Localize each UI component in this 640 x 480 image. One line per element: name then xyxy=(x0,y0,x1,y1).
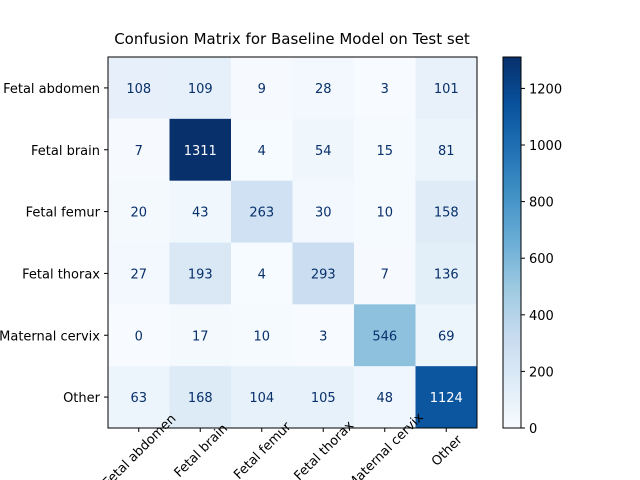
cell xyxy=(292,304,355,367)
cell xyxy=(415,57,478,120)
chart-title: Confusion Matrix for Baseline Model on T… xyxy=(114,30,470,48)
cell-label: 10 xyxy=(376,206,393,221)
cell-label: 101 xyxy=(434,82,459,97)
cell-label: 105 xyxy=(311,391,336,406)
cell xyxy=(169,366,232,429)
cell xyxy=(415,242,478,305)
cell-label: 27 xyxy=(130,267,147,282)
colorbar-tick-label: 800 xyxy=(529,196,554,211)
cell xyxy=(231,118,293,182)
cell xyxy=(354,304,416,367)
cell xyxy=(354,118,416,182)
cell-label: 263 xyxy=(249,206,274,221)
cell-label: 136 xyxy=(434,267,459,282)
cell-label: 30 xyxy=(315,206,332,221)
cell xyxy=(354,242,416,305)
cell xyxy=(354,366,416,429)
cell xyxy=(415,118,478,182)
y-tick-label: Fetal abdomen xyxy=(3,82,100,97)
cell-label: 158 xyxy=(434,206,459,221)
x-tick-label: Fetal brain xyxy=(172,421,231,480)
cell xyxy=(169,118,232,182)
cell-label: 4 xyxy=(258,144,266,159)
cell xyxy=(231,304,293,367)
cell-label: 63 xyxy=(130,391,147,406)
cell-label: 193 xyxy=(188,267,213,282)
cell xyxy=(354,57,416,120)
cell-label: 9 xyxy=(258,82,266,97)
cell xyxy=(108,57,170,120)
cell-label: 1311 xyxy=(184,144,217,159)
cell xyxy=(292,180,355,243)
cell-label: 546 xyxy=(372,329,397,344)
colorbar-tick-label: 200 xyxy=(529,365,554,380)
cell xyxy=(415,180,478,243)
cell xyxy=(108,118,170,182)
cell-label: 28 xyxy=(315,82,332,97)
cell-label: 109 xyxy=(188,82,213,97)
y-tick-label: Fetal thorax xyxy=(22,267,100,282)
cell-label: 104 xyxy=(249,391,274,406)
cell xyxy=(292,366,355,429)
cell xyxy=(231,57,293,120)
cell-label: 15 xyxy=(376,144,393,159)
cell-label: 69 xyxy=(438,329,455,344)
cell xyxy=(292,57,355,120)
cell-label: 3 xyxy=(319,329,327,344)
colorbar-tick-label: 1000 xyxy=(529,139,562,154)
colorbar-tick-label: 400 xyxy=(529,309,554,324)
cell-label: 7 xyxy=(135,144,143,159)
cell xyxy=(169,180,232,243)
cell xyxy=(108,242,170,305)
cell xyxy=(108,304,170,367)
cell xyxy=(231,366,293,429)
cell xyxy=(231,242,293,305)
cell xyxy=(415,366,478,429)
cell-label: 54 xyxy=(315,144,332,159)
cell-label: 1124 xyxy=(430,391,463,406)
cell-label: 4 xyxy=(258,267,266,282)
cell xyxy=(108,366,170,429)
cell xyxy=(292,118,355,182)
cell-label: 0 xyxy=(135,329,143,344)
cell xyxy=(292,242,355,305)
colorbar-tick-label: 1200 xyxy=(529,82,562,97)
cell-label: 17 xyxy=(192,329,209,344)
plot-frame xyxy=(107,56,478,429)
cell-label: 20 xyxy=(130,206,147,221)
colorbar-tick-label: 0 xyxy=(529,422,537,437)
cell-label: 168 xyxy=(188,391,213,406)
cell-label: 293 xyxy=(311,267,336,282)
colorbar xyxy=(502,56,522,429)
cell xyxy=(231,180,293,243)
x-tick-label: Other xyxy=(429,432,466,469)
cell-label: 48 xyxy=(376,391,393,406)
cell-label: 3 xyxy=(381,82,389,97)
cell xyxy=(169,304,232,367)
cell-label: 7 xyxy=(381,267,389,282)
cell-label: 10 xyxy=(253,329,270,344)
y-tick-label: Other xyxy=(63,391,101,406)
cell-label: 108 xyxy=(126,82,151,97)
cell-label: 43 xyxy=(192,206,209,221)
y-tick-label: Fetal brain xyxy=(31,144,100,159)
cell xyxy=(415,304,478,367)
cell xyxy=(354,180,416,243)
y-tick-label: Fetal femur xyxy=(26,206,101,221)
y-tick-label: Maternal cervix xyxy=(0,329,100,344)
colorbar-tick-label: 600 xyxy=(529,252,554,267)
cell xyxy=(169,57,232,120)
cell xyxy=(169,242,232,305)
cell-label: 81 xyxy=(438,144,455,159)
cell xyxy=(108,180,170,243)
